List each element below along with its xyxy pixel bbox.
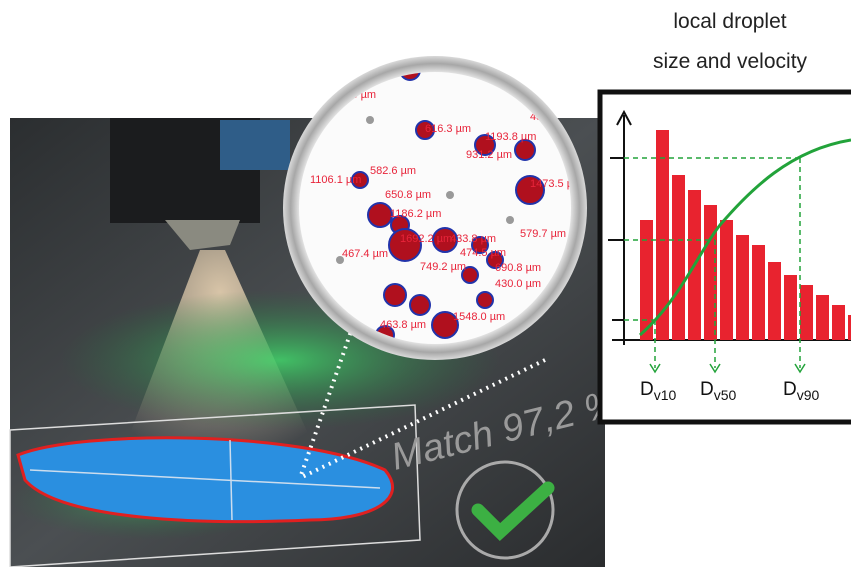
droplet xyxy=(515,175,545,205)
histogram xyxy=(608,109,851,374)
histogram-bar xyxy=(832,305,845,340)
droplet-label: 1186.2 µm xyxy=(390,208,441,220)
histogram-bar xyxy=(848,315,851,340)
histogram-bar xyxy=(720,220,733,340)
nozzle-tip xyxy=(165,220,240,250)
droplet-label: 690.8 µm xyxy=(495,262,541,274)
histogram-bar xyxy=(816,295,829,340)
diameter-subscript: v10 xyxy=(654,387,677,403)
droplet xyxy=(514,139,536,161)
droplet xyxy=(383,283,407,307)
diameter-subscript: v90 xyxy=(797,387,820,403)
check-circle xyxy=(455,460,555,560)
droplet-label: 433.8 µm xyxy=(450,233,496,245)
arrow xyxy=(616,109,632,126)
histogram-bar xyxy=(784,275,797,340)
caption: size and velocity xyxy=(653,50,808,73)
histogram-bar xyxy=(672,175,685,340)
droplet xyxy=(415,120,435,140)
droplet-label: 474.5 µm xyxy=(460,247,506,259)
droplet-label: 931.2 µm xyxy=(466,149,512,161)
arrow-head xyxy=(709,363,721,374)
droplet xyxy=(431,311,459,339)
droplet-label: 467.4 µm xyxy=(342,248,388,260)
diameter-label: Dv90 xyxy=(783,379,820,403)
diameter-label: Dv50 xyxy=(700,379,737,403)
speck xyxy=(446,191,454,199)
arrow-head xyxy=(649,363,661,374)
histogram-bar xyxy=(800,285,813,340)
droplet xyxy=(367,202,393,228)
histogram-bar xyxy=(752,245,765,340)
droplet-label: 582.6 µm xyxy=(370,165,416,177)
droplet xyxy=(306,26,334,54)
histogram-bar xyxy=(736,235,749,340)
droplet xyxy=(486,251,504,269)
cumulative-curve xyxy=(639,138,851,337)
droplet xyxy=(471,236,489,254)
droplet xyxy=(476,291,494,309)
speck xyxy=(366,116,374,124)
droplet xyxy=(432,227,458,253)
droplet-label: 616.3 µm xyxy=(425,123,471,135)
magnifier-lens xyxy=(299,72,571,344)
diameter-label: Dv10 xyxy=(640,379,677,403)
axis-line xyxy=(229,439,233,521)
droplet xyxy=(351,171,369,189)
droplet xyxy=(461,266,479,284)
axis-line xyxy=(29,469,381,489)
histogram-bar xyxy=(640,220,653,340)
checkmark xyxy=(471,481,555,541)
grid-plane xyxy=(9,404,421,567)
speck xyxy=(506,216,514,224)
droplet-label: 1473.5 µm xyxy=(530,178,582,190)
droplet-label: 579.7 µm xyxy=(520,228,566,240)
caption: local droplet xyxy=(673,10,786,33)
droplet xyxy=(474,134,496,156)
droplet xyxy=(409,294,431,316)
diameter-symbol: D xyxy=(783,379,797,400)
diameter-subscript: v50 xyxy=(714,387,737,403)
droplet xyxy=(388,228,422,262)
nozzle-panel xyxy=(220,120,290,170)
droplet-label: 1692.2 µm xyxy=(400,233,452,245)
droplet-label: 1548.0 µm xyxy=(453,311,505,323)
droplet-label: 430.0 µm xyxy=(495,278,541,290)
speck xyxy=(336,256,344,264)
histogram-bar xyxy=(704,205,717,340)
diameter-symbol: D xyxy=(700,379,714,400)
droplet-label: 749.2 µm xyxy=(420,261,466,273)
droplet-label: 463.8 µm xyxy=(380,319,426,331)
diameter-symbol: D xyxy=(640,379,654,400)
histogram-bar xyxy=(656,130,669,340)
droplet-label: 1193.8 µm xyxy=(485,131,536,143)
droplet-label: 1106.1 µm xyxy=(310,174,361,186)
droplet-label: 650.8 µm xyxy=(385,189,431,201)
arrow-head xyxy=(794,363,806,374)
histogram-bar xyxy=(768,262,781,340)
